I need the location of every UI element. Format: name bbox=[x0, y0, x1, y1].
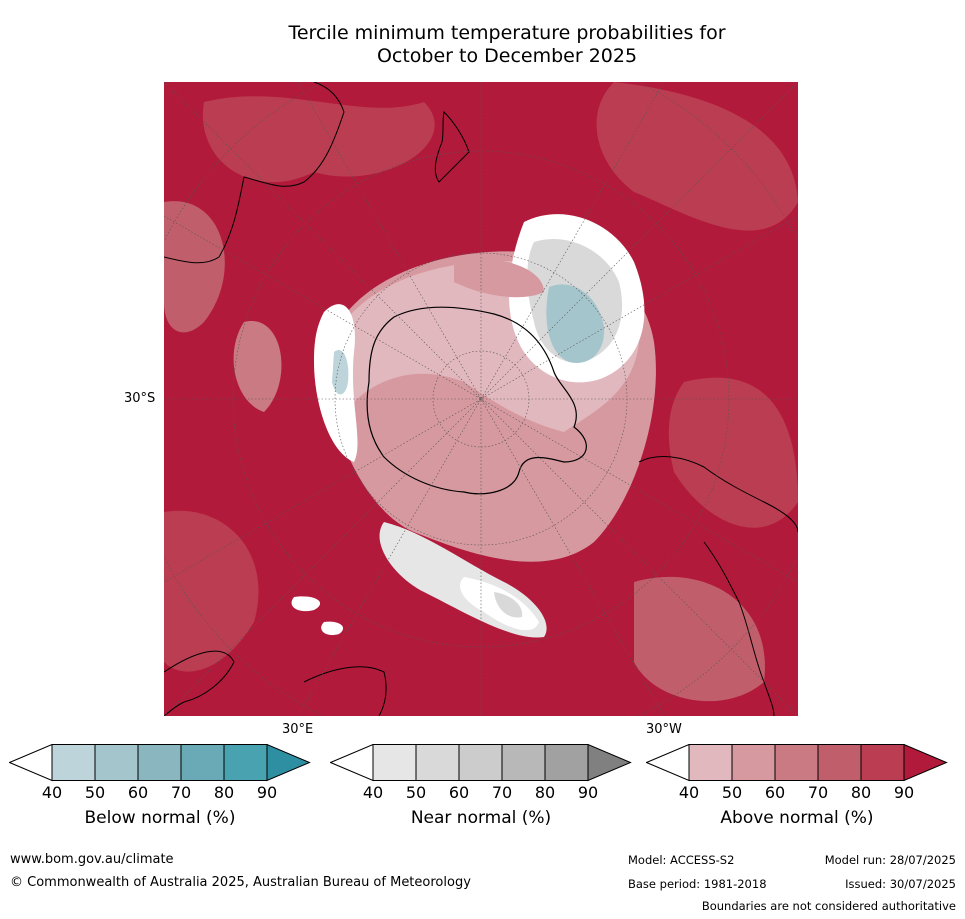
tick-near-50: 50 bbox=[405, 783, 427, 802]
footer-url: www.bom.gov.au/climate bbox=[10, 852, 174, 867]
colorbar-above-segment bbox=[731, 744, 776, 781]
tick-above-70: 70 bbox=[807, 783, 829, 802]
tick-near-90: 90 bbox=[577, 783, 599, 802]
tick-above-50: 50 bbox=[721, 783, 743, 802]
above-normal-patch bbox=[596, 82, 798, 231]
tick-below-90: 90 bbox=[256, 783, 278, 802]
colorbar-near-title: Near normal (%) bbox=[410, 808, 552, 828]
colorbar-below-title: Below normal (%) bbox=[84, 808, 236, 828]
colorbar-above-segment bbox=[860, 744, 905, 781]
label-30w: 30°W bbox=[646, 722, 682, 737]
colorbar-above-segment bbox=[688, 744, 733, 781]
colorbar-near bbox=[330, 744, 632, 782]
colorbar-below bbox=[9, 744, 311, 782]
colorbar-near-segment bbox=[372, 744, 417, 781]
tick-above-80: 80 bbox=[850, 783, 872, 802]
colorbar-above-max-arrow bbox=[903, 744, 948, 782]
colorbar-above-min-arrow bbox=[646, 744, 690, 782]
colorbar-below-segment bbox=[51, 744, 96, 781]
colorbar-near-segment bbox=[415, 744, 460, 781]
footer-copyright: © Commonwealth of Australia 2025, Austra… bbox=[10, 875, 471, 890]
australia-outline bbox=[164, 82, 345, 264]
above-normal-patch bbox=[668, 377, 798, 528]
colorbar-near-segment bbox=[544, 744, 589, 781]
africa-outline bbox=[303, 666, 387, 716]
footer-base-period: Base period: 1981-2018 bbox=[628, 877, 767, 891]
tick-below-40: 40 bbox=[41, 783, 63, 802]
footer-disclaimer: Boundaries are not considered authoritat… bbox=[701, 899, 956, 913]
above-normal-patch bbox=[634, 576, 765, 702]
tick-below-60: 60 bbox=[127, 783, 149, 802]
colorbar-near-segment bbox=[458, 744, 503, 781]
colorbar-near-segment bbox=[501, 744, 546, 781]
near-normal-region bbox=[321, 621, 344, 636]
near-normal-region bbox=[494, 592, 523, 618]
colorbar-above-segment bbox=[817, 744, 862, 781]
footer-issued: Issued: 30/07/2025 bbox=[845, 877, 956, 891]
colorbar-above-segment bbox=[774, 744, 819, 781]
above-normal-patch bbox=[164, 201, 225, 333]
probability-map bbox=[164, 82, 798, 716]
south-america-outline bbox=[703, 541, 775, 716]
above-normal-patch bbox=[454, 258, 544, 298]
below-normal-region bbox=[546, 284, 605, 363]
colorbar-below-max-arrow bbox=[266, 744, 311, 782]
antarctica-outline bbox=[366, 306, 587, 495]
tick-above-60: 60 bbox=[764, 783, 786, 802]
above-normal-patch bbox=[164, 510, 259, 672]
south-america-outline bbox=[638, 456, 798, 533]
colorbar-below-min-arrow bbox=[9, 744, 53, 782]
tick-below-70: 70 bbox=[170, 783, 192, 802]
graticule bbox=[164, 82, 798, 716]
tick-below-50: 50 bbox=[84, 783, 106, 802]
colorbar-above-title: Above normal (%) bbox=[720, 808, 874, 828]
map-title: Tercile minimum temperature probabilitie… bbox=[0, 22, 965, 68]
colorbar-near-min-arrow bbox=[330, 744, 374, 782]
colorbar-below-segment bbox=[223, 744, 268, 781]
tick-below-80: 80 bbox=[213, 783, 235, 802]
title-line-2: October to December 2025 bbox=[376, 45, 638, 67]
above-normal-patch bbox=[202, 96, 435, 183]
colorbar-near-max-arrow bbox=[587, 744, 632, 782]
tick-above-90: 90 bbox=[893, 783, 915, 802]
tick-near-40: 40 bbox=[362, 783, 384, 802]
colorbar-below-segment bbox=[94, 744, 139, 781]
below-normal-region bbox=[332, 350, 349, 395]
tick-near-60: 60 bbox=[448, 783, 470, 802]
tick-near-70: 70 bbox=[491, 783, 513, 802]
africa-outline bbox=[164, 650, 235, 716]
title-line-1: Tercile minimum temperature probabilitie… bbox=[288, 22, 726, 44]
footer-model: Model: ACCESS-S2 bbox=[628, 853, 735, 867]
colorbar-above bbox=[646, 744, 948, 782]
colorbar-below-segment bbox=[180, 744, 225, 781]
tick-near-80: 80 bbox=[534, 783, 556, 802]
label-30s: 30°S bbox=[124, 391, 156, 406]
label-30e: 30°E bbox=[282, 722, 314, 737]
above-normal-patch bbox=[233, 321, 282, 412]
colorbar-below-segment bbox=[137, 744, 182, 781]
near-normal-region bbox=[291, 596, 321, 612]
tick-above-40: 40 bbox=[678, 783, 700, 802]
new-zealand-outline bbox=[434, 110, 470, 183]
footer-model-run: Model run: 28/07/2025 bbox=[824, 853, 956, 867]
